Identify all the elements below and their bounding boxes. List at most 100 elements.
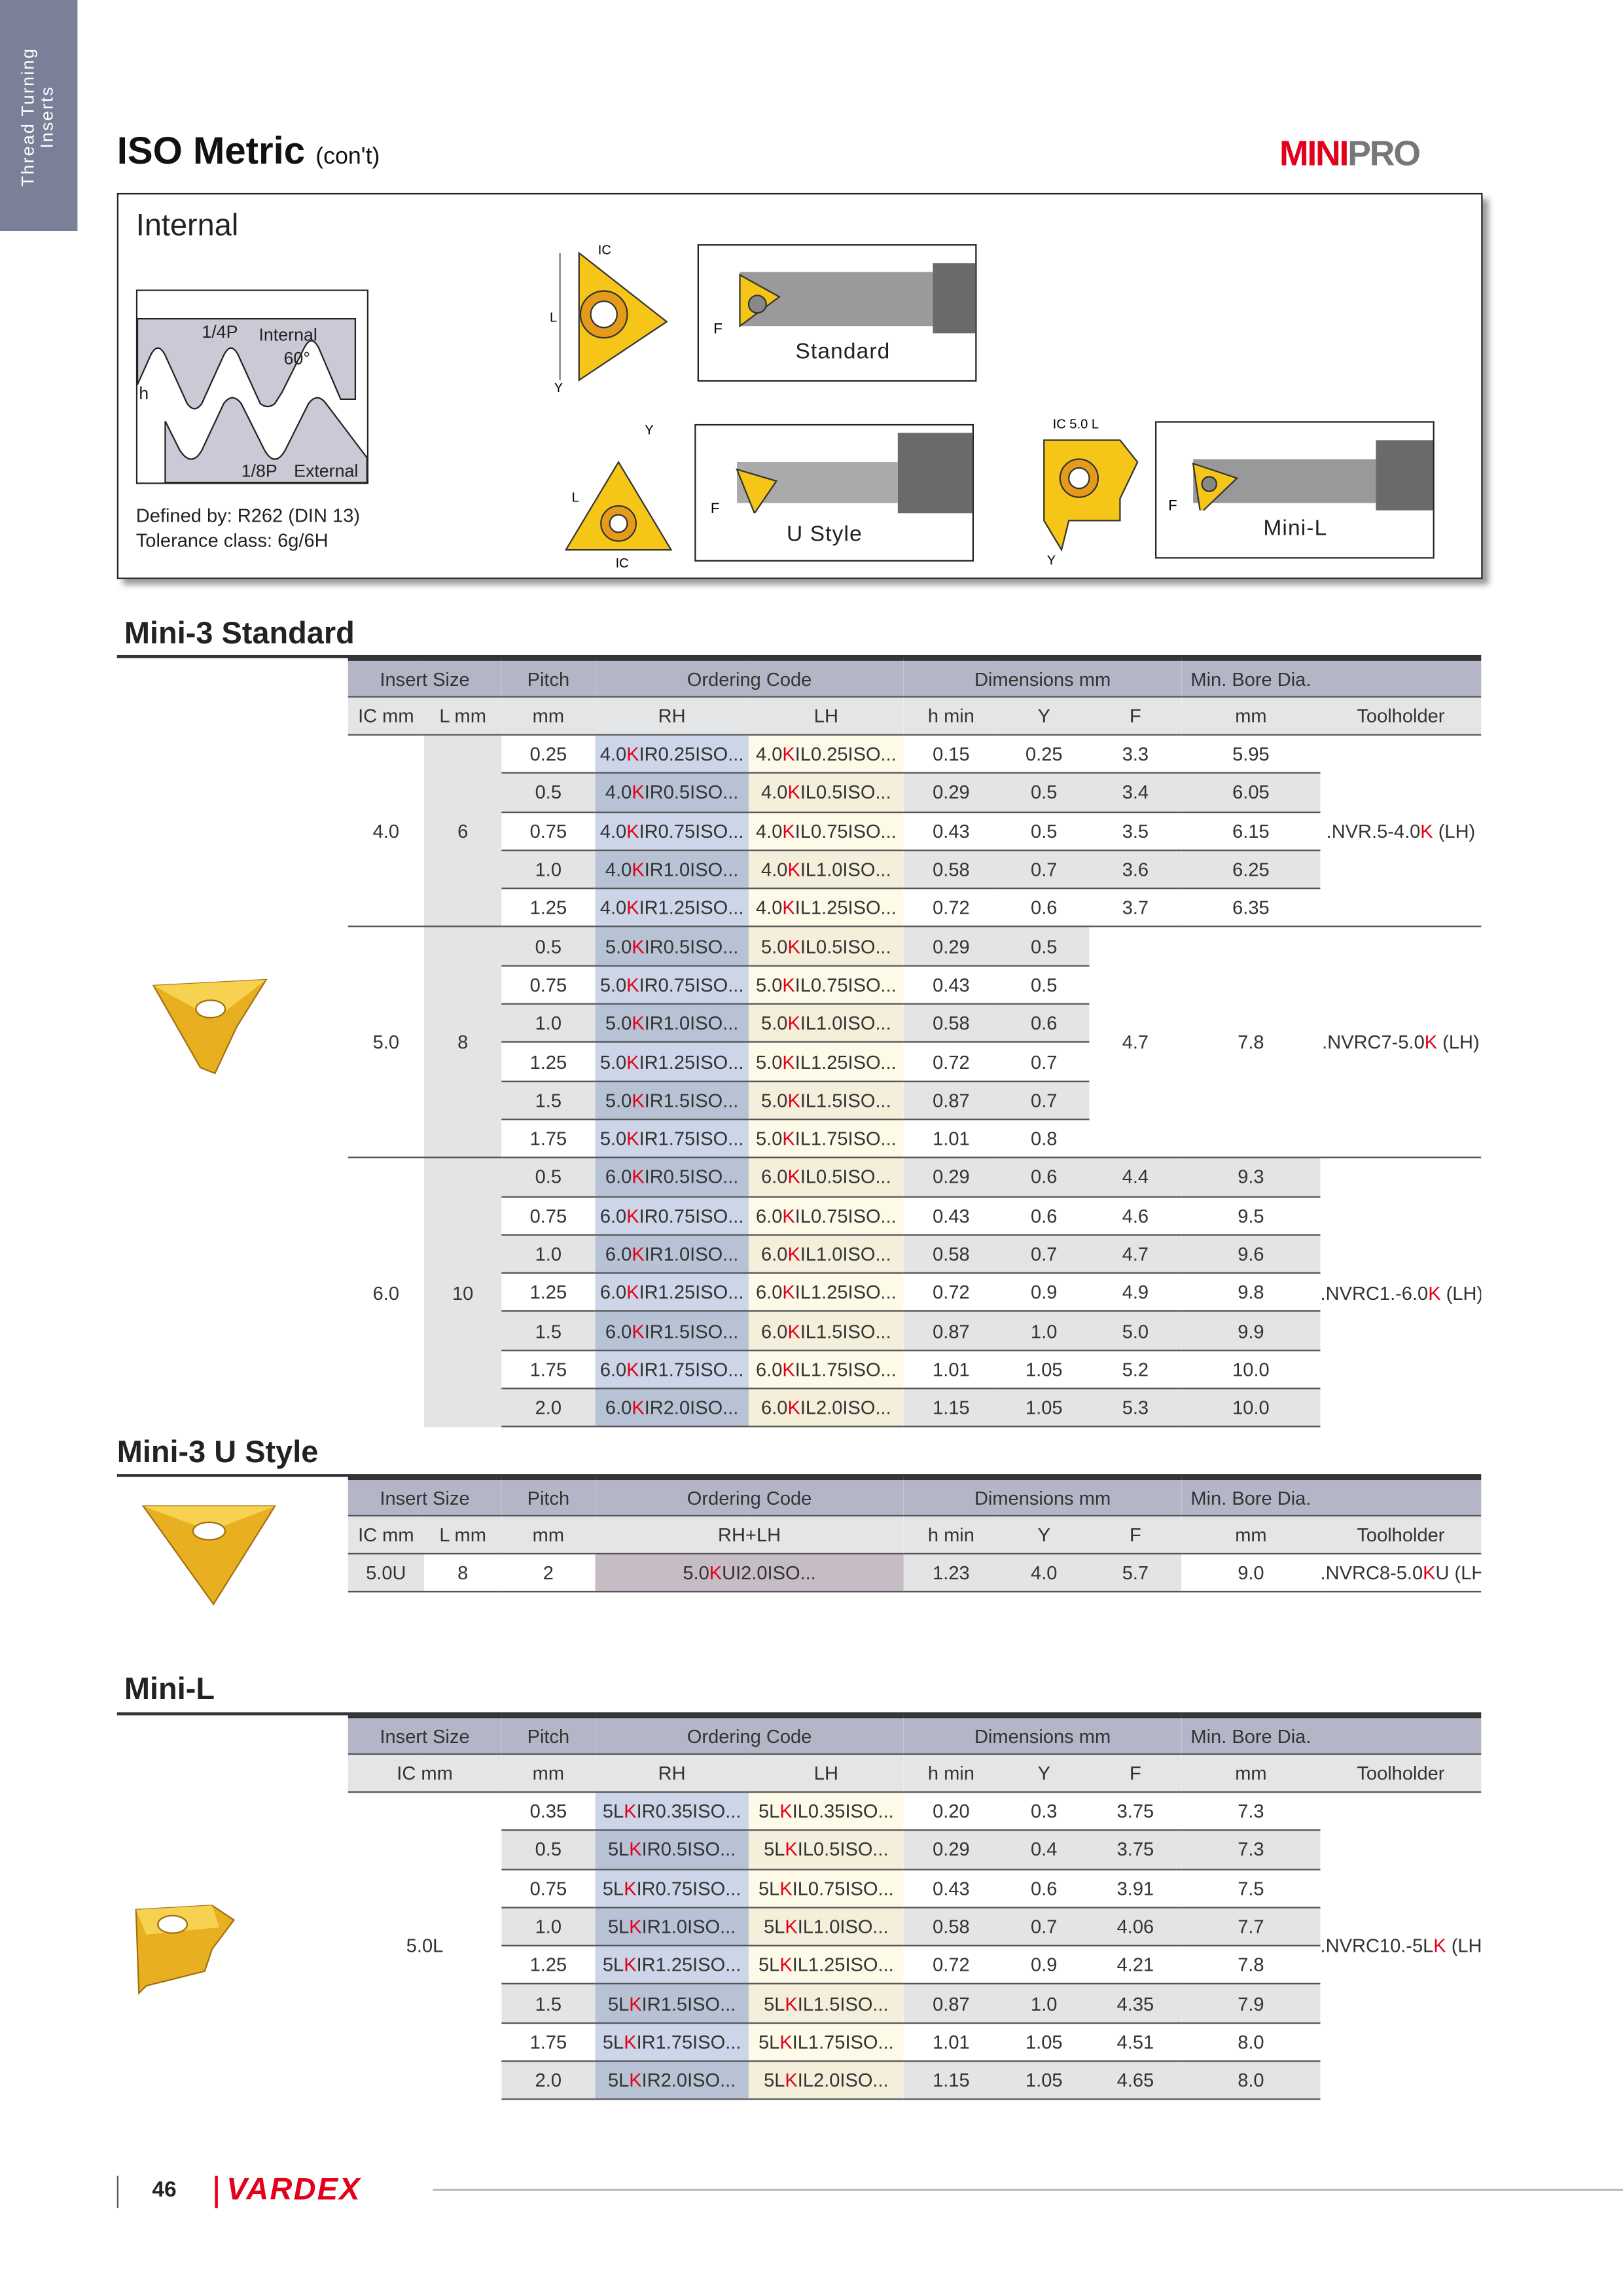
u-style-label: U Style: [787, 522, 863, 547]
k-designator: K: [785, 2069, 798, 2092]
hmin-cell: 1.15: [903, 2060, 999, 2101]
y-cell: 0.5: [999, 772, 1090, 812]
rh-code-cell: 5LKIR2.0ISO...: [595, 2060, 749, 2101]
section-tab-line2: Inserts: [36, 85, 58, 149]
f-cell: 4.21: [1089, 1945, 1182, 1984]
table-row: 1.25 6.0KIR1.25ISO... 6.0KIL1.25ISO... 0.72…: [348, 1272, 1482, 1312]
k-designator: K: [782, 973, 795, 996]
external-label: External: [294, 461, 358, 480]
lh-code-cell: 5.0KIL1.25ISO...: [748, 1041, 904, 1081]
header-hmin: h min: [903, 1515, 999, 1554]
bore-cell: 7.3: [1181, 1829, 1321, 1869]
toolholder-cell: .NVR.5-4.0K (LH): [1320, 734, 1482, 927]
rh-code-cell: 5.0KIR0.75ISO...: [595, 965, 749, 1004]
bore-cell: 5.95: [1181, 734, 1321, 774]
lh-code-cell: 5LKIL1.5ISO...: [748, 1983, 904, 2023]
f-cell: 3.6: [1089, 849, 1182, 889]
table-row: 0.75 4.0KIR0.75ISO... 4.0KIL0.75ISO... 0.43…: [348, 811, 1482, 850]
rh-code-cell: 5.0KIR1.5ISO...: [595, 1080, 749, 1120]
header-ic: IC mm: [348, 696, 424, 736]
k-designator: K: [785, 1992, 798, 2015]
header-row-groups: Insert Size Pitch Ordering Code Dimensions …: [348, 1477, 1482, 1516]
header-row-groups: Insert Size Pitch Ordering Code Dimensions …: [348, 658, 1482, 697]
bore-cell: 6.05: [1181, 772, 1321, 812]
y-cell: 0.5: [999, 965, 1090, 1004]
pitch-cell: 1.75: [501, 1119, 596, 1158]
table-row: 1.25 5LKIR1.25ISO... 5LKIL1.25ISO... 0.72 0.…: [348, 1945, 1482, 1984]
header-lh: LH: [748, 1753, 904, 1793]
header-f: F: [1089, 1515, 1182, 1554]
dim-f: F: [1168, 497, 1177, 511]
footer-red-divider: [215, 2176, 218, 2208]
y-cell: 0.9: [999, 1272, 1090, 1312]
pitch-cell: 0.5: [501, 1157, 596, 1196]
f-cell: 3.5: [1089, 811, 1182, 850]
k-designator: K: [1423, 1562, 1436, 1584]
k-designator: K: [632, 1166, 645, 1189]
y-cell: 1.0: [999, 1983, 1090, 2023]
bore-cell: 7.9: [1181, 1983, 1321, 2023]
pitch-cell: 0.75: [501, 1868, 596, 1908]
rh-code-cell: 6.0KIR1.5ISO...: [595, 1310, 749, 1350]
l-cell: 8: [423, 926, 502, 1158]
k-designator: K: [626, 1358, 639, 1380]
rh-code-cell: 5LKIR1.0ISO...: [595, 1907, 749, 1946]
rh-code-cell: 6.0KIR1.25ISO...: [595, 1272, 749, 1312]
k-designator: K: [624, 1877, 637, 1899]
f-cell: 5.0: [1089, 1310, 1182, 1350]
hmin-cell: 0.72: [903, 1272, 999, 1312]
lh-code-cell: 6.0KIL1.0ISO...: [748, 1234, 904, 1274]
hmin-cell: 1.15: [903, 1388, 999, 1428]
hmin-cell: 0.58: [903, 1907, 999, 1946]
bore-cell: 9.8: [1181, 1272, 1321, 1312]
quarter-pitch-label: 1/4P: [202, 322, 238, 342]
hmin-cell: 0.72: [903, 888, 999, 927]
y-cell: 0.8: [999, 1119, 1090, 1158]
f-cell: 4.35: [1089, 1983, 1182, 2023]
k-designator: K: [626, 1127, 639, 1150]
header-y: Y: [999, 1515, 1090, 1554]
k-designator: K: [1428, 1282, 1441, 1304]
y-cell: 1.05: [999, 1388, 1090, 1428]
pitch-cell: 0.75: [501, 965, 596, 1004]
rh-code-cell: 4.0KIR1.25ISO...: [595, 888, 749, 927]
hmin-cell: 1.01: [903, 1119, 999, 1158]
table-row: 2.0 5LKIR2.0ISO... 5LKIL2.0ISO... 1.15 1.05 4…: [348, 2060, 1482, 2101]
lh-code-cell: 4.0KIL0.75ISO...: [748, 811, 904, 850]
mini3-standard-table: Insert Size Pitch Ordering Code Dimensions …: [348, 658, 1482, 1428]
table-row: 4.0 6 0.25 4.0KIR0.25ISO... 4.0KIL0.25ISO...…: [348, 734, 1482, 927]
mini3-ustyle-insert-image: [141, 1505, 277, 1605]
header-y: Y: [999, 696, 1090, 736]
hmin-cell: 0.43: [903, 1868, 999, 1908]
header-pitch: Pitch: [501, 658, 596, 697]
k-designator: K: [782, 1127, 795, 1150]
hmin-cell: 0.29: [903, 1157, 999, 1196]
hmin-cell: 1.23: [903, 1553, 999, 1593]
pitch-cell: 1.25: [501, 1272, 596, 1312]
hmin-cell: 0.58: [903, 1234, 999, 1274]
k-designator: K: [632, 781, 645, 804]
k-designator: K: [626, 1050, 639, 1073]
lh-code-cell: 5.0KIL1.5ISO...: [748, 1080, 904, 1120]
bore-cell: 10.0: [1181, 1349, 1321, 1389]
hmin-cell: 1.01: [903, 2022, 999, 2062]
y-cell: 0.6: [999, 888, 1090, 927]
pitch-cell: 0.35: [501, 1792, 596, 1831]
header-bore-mm: mm: [1181, 1515, 1321, 1554]
standard-label: Standard: [795, 339, 891, 365]
k-designator: K: [787, 781, 800, 804]
hmin-cell: 1.01: [903, 1349, 999, 1389]
hmin-cell: 0.29: [903, 1829, 999, 1869]
k-designator: K: [782, 819, 795, 842]
y-cell: 0.6: [999, 1195, 1090, 1235]
lh-code-cell: 6.0KIL0.75ISO...: [748, 1195, 904, 1235]
mini3-standard-insert-image: [152, 978, 268, 1075]
hmin-cell: 0.29: [903, 926, 999, 966]
eighth-pitch-label: 1/8P: [241, 461, 277, 480]
k-designator: K: [782, 743, 795, 765]
table-row: 1.5 5.0KIR1.5ISO... 5.0KIL1.5ISO... 0.87 0.7: [348, 1080, 1482, 1120]
ic-cell: 5.0L: [348, 1792, 502, 2100]
k-designator: K: [787, 935, 800, 958]
pitch-cell: 2.0: [501, 2060, 596, 2101]
